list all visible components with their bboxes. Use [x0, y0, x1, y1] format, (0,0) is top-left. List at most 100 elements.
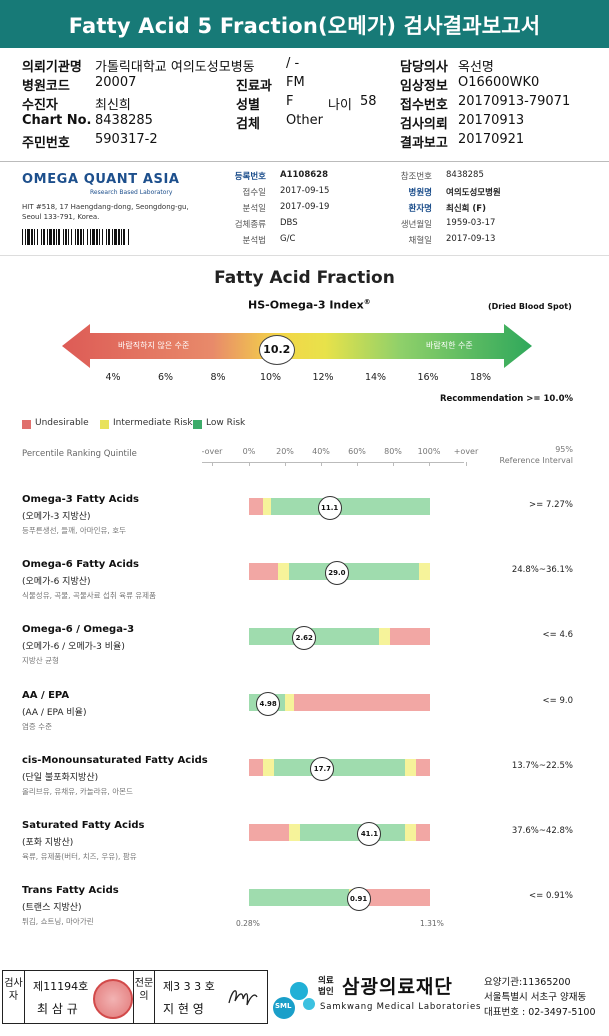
header-right-value: 20170921 [458, 132, 525, 147]
quintile-tick: 100% [417, 447, 441, 456]
quintile-tick: 20% [276, 447, 294, 456]
quintile-tick-mark [466, 462, 467, 466]
index-scale-tick: 12% [312, 372, 334, 383]
row-description: 올리브유, 유채유, 카놀라유, 아몬드 [22, 786, 133, 796]
index-scale-tick: 14% [364, 372, 387, 383]
lab-info-left-value: 2017-09-15 [280, 186, 330, 196]
bar-segment-red [249, 758, 264, 776]
barcode-bar [108, 229, 110, 245]
header-left-value: 20007 [95, 75, 137, 90]
row-reference: 24.8%~36.1% [511, 565, 573, 576]
header-left-label: 주민번호 [22, 136, 70, 151]
quintile-tick: +over [453, 447, 479, 456]
index-value-marker: 10.2 [258, 335, 295, 365]
barcode-bar [65, 229, 67, 245]
lab-info-left-value: G/C [280, 234, 296, 244]
bar-segment-red [249, 824, 289, 841]
header-left-label: 수진자 [22, 98, 58, 113]
row-subname: (오메가-3 지방산) [22, 512, 91, 522]
barcode-bar [123, 229, 125, 245]
row-description: 지방산 균형 [22, 656, 59, 666]
row-subname: (단일 불포화지방산) [22, 772, 99, 783]
bar-segment-red [249, 563, 278, 581]
row-subname: (포화 지방산) [22, 838, 74, 848]
legend-label: Undesirable [35, 418, 89, 428]
quintile-tick-mark [212, 462, 213, 466]
row-subname: (AA / EPA 비율) [22, 707, 87, 718]
lab-info-right-value: 최신희 (F) [446, 204, 486, 214]
row-description: 육류, 유제품(버터, 치즈, 우유), 팜유 [22, 852, 137, 861]
quintile-tick: 0% [242, 447, 256, 456]
index-scale-tick: 6% [157, 372, 174, 383]
bar-segment-green [288, 563, 420, 581]
quintile-tick: 40% [312, 447, 330, 456]
header-right-value: 20170913-79071 [458, 94, 571, 109]
section-title: Fatty Acid Fraction [214, 268, 395, 288]
lab-logo: OMEGA QUANT ASIA [22, 172, 180, 187]
barcode-bar [56, 229, 57, 245]
header-right-label: 접수번호 [400, 98, 448, 113]
org-name-en: Samkwang Medical Laboratories [320, 1002, 482, 1012]
org-address: 서울특별시 서초구 양재동 [484, 992, 587, 1003]
row-description: 등푸른생선, 들깨, 아마인유, 호두 [22, 526, 127, 535]
row-reference: <= 0.91% [529, 891, 573, 902]
bar-segment-green [249, 889, 349, 907]
row-name: Omega-6 Fatty Acids [22, 559, 139, 571]
lab-info-right-value: 1959-03-17 [446, 218, 496, 228]
lab-info-right-value: 8438285 [446, 170, 484, 180]
barcode-bar [49, 229, 52, 245]
header-left-label: 병원코드 [22, 79, 70, 94]
quintile-tick-mark [393, 462, 394, 466]
report-title: Fatty Acid 5 Fraction(오메가) 검사결과보고서 [0, 0, 609, 48]
header-left-value: 가톨릭대학교 여의도성모병동 [95, 60, 255, 75]
age-value: 58 [360, 94, 377, 109]
lab-info-left-label: 분석법 [242, 236, 266, 246]
index-subtitle-sup: ® [363, 298, 371, 306]
header-mid-label: 검체 [236, 117, 260, 132]
sml-logo-icon [272, 976, 316, 1020]
row-name: AA / EPA [22, 689, 70, 701]
lab-info-right-value: 2017-09-13 [446, 234, 496, 244]
specialist-signature-icon [225, 983, 259, 1011]
verifier-seal-icon [93, 979, 133, 1019]
quintile-tick-mark [321, 462, 322, 466]
legend-label: Intermediate Risk [113, 418, 193, 428]
sample-type: (Dried Blood Spot) [488, 302, 572, 311]
bar-segment-yellow [404, 824, 416, 841]
row-subname: (오메가-6 / 오메가-3 비율) [22, 642, 125, 653]
quintile-tick: 80% [384, 447, 402, 456]
index-scale-tick: 4% [105, 372, 121, 383]
lab-divider [0, 255, 609, 256]
specialist-name: 지 현 영 [163, 1002, 204, 1016]
arrow-right-text: 바람직한 수준 [426, 341, 473, 350]
bar-segment-red [415, 824, 430, 841]
bar-segment-green [299, 824, 405, 841]
barcode-bar [83, 229, 84, 245]
barcode-bar [77, 229, 79, 245]
bar-segment-yellow [285, 693, 295, 711]
bar-segment-red [390, 628, 430, 646]
row-reference: >= 7.27% [529, 500, 573, 510]
barcode-bar [106, 229, 107, 245]
lab-info-right-label: 생년월일 [400, 220, 432, 230]
barcode-bar [90, 229, 91, 245]
bar-segment-green [274, 758, 405, 776]
quintile-axis [202, 462, 464, 463]
header-left-value: 8438285 [95, 113, 153, 128]
index-subtitle: HS-Omega-3 Index® [248, 298, 371, 312]
barcode-bar [87, 229, 88, 245]
lab-info-right-value: 여의도성모병원 [446, 188, 501, 198]
lab-info-right-label: 참조번호 [400, 172, 432, 182]
row-description: 튀김, 쇼트닝, 마아가린 [22, 917, 94, 927]
lab-info-right-label: 채혈일 [408, 236, 432, 246]
lab-info-left-value: A1108628 [280, 170, 328, 180]
legend-swatch-1 [100, 420, 109, 429]
signature-box: 검사자 제11194호 최 삼 규 전문의 제3 3 3 호 지 현 영 [2, 970, 268, 1024]
barcode-bar [112, 229, 113, 245]
header-mid-value: / - [286, 56, 300, 71]
row-name: Saturated Fatty Acids [22, 820, 145, 831]
row-subname: (오메가-6 지방산) [22, 577, 91, 588]
bar-segment-yellow [288, 824, 300, 841]
barcode-bar [37, 229, 38, 245]
bar-segment-yellow [419, 563, 430, 581]
